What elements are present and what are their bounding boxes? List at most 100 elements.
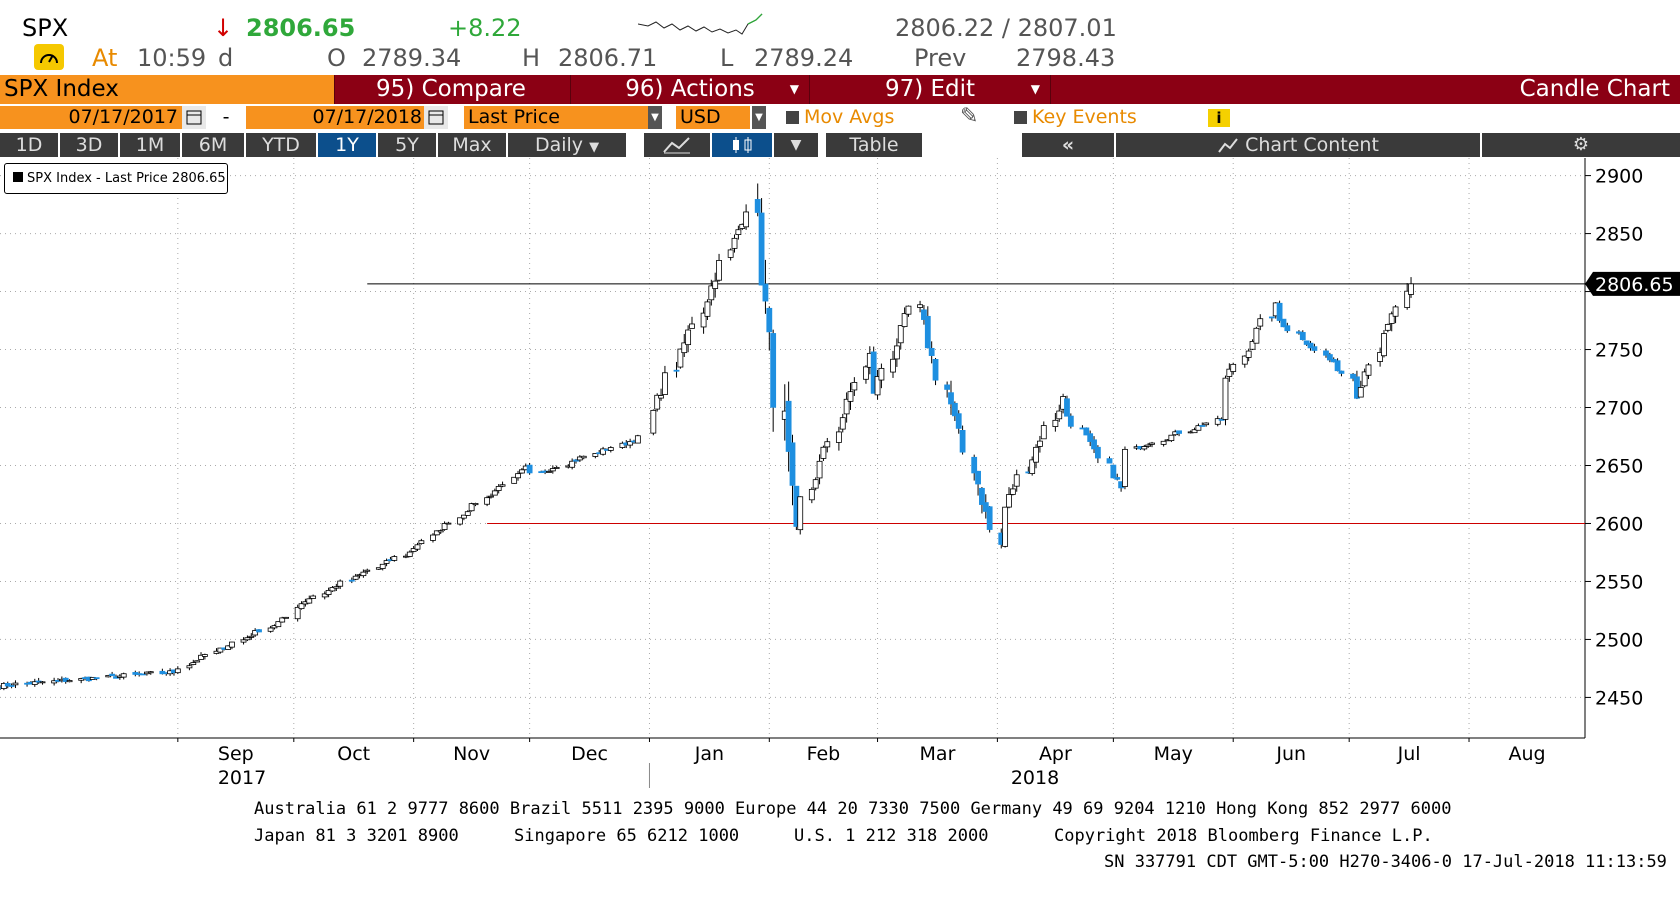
candle-body <box>959 429 966 453</box>
candle-body <box>843 398 850 415</box>
candle-body <box>592 453 599 457</box>
high-value: 2806.71 <box>558 44 658 72</box>
open-label: O <box>327 44 346 72</box>
calendar-icon[interactable] <box>182 106 206 129</box>
candle-body <box>31 681 38 685</box>
key-events-checkbox[interactable] <box>1014 111 1027 124</box>
candle-body <box>1160 440 1167 445</box>
open-value: 2789.34 <box>362 44 462 72</box>
candle-body <box>1268 316 1275 319</box>
y-tick-label: 2450 <box>1595 687 1643 709</box>
low-label: L <box>720 44 734 72</box>
y-tick-label: 2650 <box>1595 455 1643 477</box>
candle-body <box>924 315 931 349</box>
chevron-down-icon: ▼ <box>589 140 600 155</box>
candle-body <box>140 673 146 676</box>
chevron-down-icon[interactable]: ▼ <box>774 133 818 157</box>
security-field[interactable]: SPX Index <box>0 75 335 104</box>
period-1y[interactable]: 1Y <box>318 133 376 157</box>
table-button[interactable]: Table <box>826 133 922 157</box>
bid-ask: 2806.22 / 2807.01 <box>895 14 1117 42</box>
footer-session: SN 337791 CDT GMT-5:00 H270-3406-0 17-Ju… <box>1104 852 1667 872</box>
candle-body <box>851 382 858 391</box>
gear-icon[interactable]: ⚙ <box>1482 133 1680 157</box>
month-label: Dec <box>571 743 608 765</box>
candle-body <box>1141 446 1148 450</box>
gauge-icon[interactable] <box>34 44 64 70</box>
candle-body <box>1381 333 1387 357</box>
calendar-icon[interactable] <box>424 106 448 129</box>
candle-body <box>511 476 518 484</box>
mov-avgs-checkbox[interactable] <box>786 111 799 124</box>
candle-body <box>1214 418 1221 425</box>
candle-body <box>716 260 722 281</box>
candle-body <box>464 511 471 516</box>
ticker: SPX <box>22 14 69 42</box>
period-3d[interactable]: 3D <box>60 133 118 157</box>
field-select[interactable]: Last Price <box>464 106 648 129</box>
candle-body <box>549 468 556 472</box>
candle-body <box>681 342 688 354</box>
candle-body <box>325 590 332 595</box>
candle-body <box>418 540 425 544</box>
pencil-icon[interactable]: ✎ <box>960 104 979 129</box>
candle-body <box>1106 458 1113 464</box>
candle-body <box>379 563 386 569</box>
candle-body <box>1276 302 1283 321</box>
collapse-left-icon[interactable]: « <box>1022 133 1114 157</box>
period-1m[interactable]: 1M <box>120 133 180 157</box>
candle-body <box>975 470 981 485</box>
period-6m[interactable]: 6M <box>182 133 244 157</box>
candle-body <box>1091 439 1097 450</box>
chart-content-button[interactable]: Chart Content <box>1116 133 1480 157</box>
candle-body <box>410 548 417 552</box>
line-chart-icon[interactable] <box>644 133 710 157</box>
month-label: Nov <box>453 743 490 765</box>
candle-body <box>488 495 494 498</box>
candle-body <box>1218 418 1225 421</box>
month-label: Aug <box>1508 743 1545 765</box>
candle-body <box>1191 429 1198 434</box>
candle-body <box>928 347 935 356</box>
year-label-2017: 2017 <box>218 767 266 789</box>
period-5y[interactable]: 5Y <box>378 133 436 157</box>
edit-menu[interactable]: 97) Edit ▼ <box>810 75 1051 104</box>
candle-body <box>244 637 251 641</box>
y-tick-label: 2750 <box>1595 340 1643 362</box>
candle-body <box>1241 355 1248 365</box>
info-icon[interactable]: i <box>1208 109 1230 127</box>
candle-chart-icon[interactable] <box>712 133 772 157</box>
net-change: +8.22 <box>448 14 522 42</box>
candle-body <box>1083 427 1090 436</box>
period-max[interactable]: Max <box>438 133 506 157</box>
candle-body <box>39 681 46 684</box>
candle-body <box>484 497 490 505</box>
candle-body <box>1299 332 1306 341</box>
candle-body <box>105 675 112 678</box>
period-1d[interactable]: 1D <box>0 133 58 157</box>
candle-body <box>1408 283 1414 295</box>
candle-body <box>1361 371 1368 387</box>
candle-body <box>337 580 344 587</box>
chevron-down-icon[interactable]: ▼ <box>752 106 766 129</box>
candle-body <box>1052 419 1059 427</box>
candle-body <box>194 660 201 663</box>
candle-body <box>321 593 328 598</box>
last-price: 2806.65 <box>246 14 356 42</box>
candle-body <box>1009 488 1016 495</box>
down-arrow-icon: ↓ <box>213 14 234 42</box>
currency-select[interactable]: USD <box>676 106 750 129</box>
period-ytd[interactable]: YTD <box>246 133 316 157</box>
start-date-field[interactable]: 07/17/2017 <box>0 106 182 129</box>
candle-body <box>499 484 506 487</box>
low-value: 2789.24 <box>754 44 854 72</box>
candle-body <box>897 325 904 344</box>
chevron-down-icon[interactable]: ▼ <box>648 106 662 129</box>
frequency-select[interactable]: Daily ▼ <box>508 133 626 157</box>
end-date-field[interactable]: 07/17/2018 <box>246 106 426 129</box>
actions-menu[interactable]: 96) Actions ▼ <box>571 75 810 104</box>
candle-body <box>391 556 398 561</box>
candle-body <box>1284 325 1291 332</box>
compare-menu[interactable]: 95) Compare <box>332 75 571 104</box>
candle-body <box>1095 446 1101 459</box>
